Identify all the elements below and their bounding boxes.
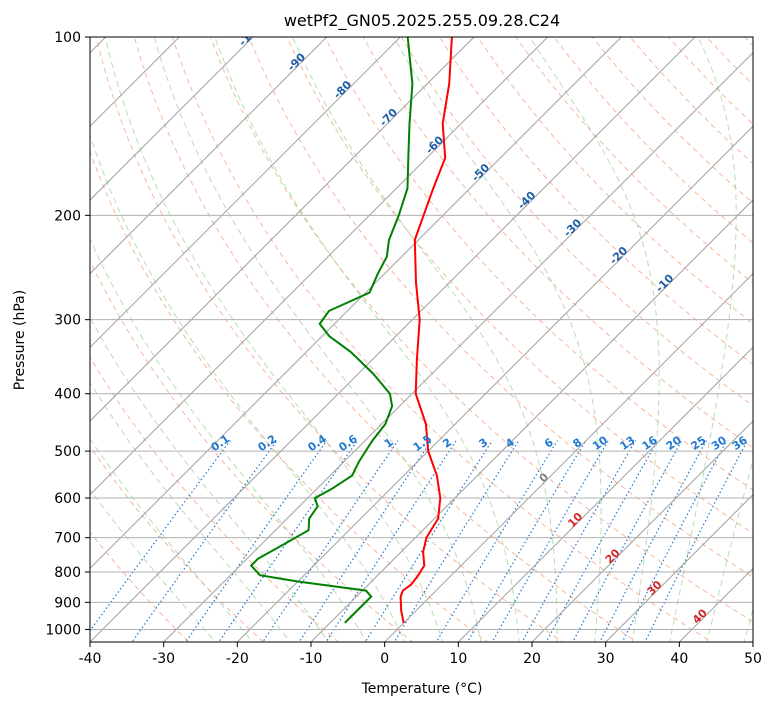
x-axis-label: Temperature (°C) [361,681,483,697]
mixing-ratio-line [325,440,457,642]
dry-adiabat-line [95,37,564,642]
mixing-ratio-line [572,440,683,642]
isobars [90,37,753,630]
x-tick-label: 20 [523,651,541,667]
mixing-ratio-lines [90,440,748,642]
x-tick-label: -30 [152,651,175,667]
mixing-ratio-line [491,440,609,642]
y-tick-label: 500 [54,444,81,460]
x-tick-label: -20 [226,651,249,667]
plot-frame [89,36,754,643]
mixing-ratio-line [364,440,493,642]
x-tick-label: 30 [597,651,615,667]
profile-series [249,37,453,624]
y-tick-label: 700 [54,531,81,547]
y-axis-label: Pressure (hPa) [12,290,28,390]
isotherm-line [236,125,753,642]
moist-adiabats [90,37,753,642]
dry-adiabat-line [90,259,414,642]
moist-adiabat-line [90,237,367,642]
isotherm-line [90,37,181,128]
moist-adiabat-line [292,37,558,642]
moist-adiabat-line [153,37,482,642]
x-tick-label: 50 [744,651,762,667]
mixing-ratio-line [131,440,278,642]
moist-adiabat-line [743,607,753,642]
y-tick-label: 300 [54,313,81,329]
x-tick-label: -40 [79,651,102,667]
mixing-ratio-line [298,440,432,642]
y-tick-label: 100 [54,30,81,46]
moist-adiabat-line [90,437,254,642]
y-tick-label: 800 [54,565,81,581]
isotherm-line [90,37,549,496]
isotherm-line [162,51,753,642]
isotherm-line [457,346,753,642]
y-tick-label: 200 [54,208,81,224]
moist-adiabat-line [214,37,520,642]
isotherm-line [90,37,475,422]
mixing-ratio-line [644,440,748,642]
x-tick-label: 0 [380,651,389,667]
dry-adiabat-label: -100 [236,20,265,49]
moist-adiabat-line [669,37,737,642]
mixing-ratio-line [466,440,587,642]
moist-adiabat-line [90,488,216,642]
mixing-ratio-line [435,440,558,642]
dry-adiabat-line [171,37,713,642]
isotherm-line [90,37,696,642]
isotherms [90,37,753,642]
x-tick-label: -10 [300,651,323,667]
mixing-ratio-line [599,440,707,642]
axes: -40 -30 -20 -10 0 10 20 30 40 50 100 200 300 400 500 60… [45,30,762,667]
isotherm-line [90,37,254,201]
temperature-profile-line [399,37,453,624]
dry-adiabat-line [248,37,753,578]
isotherm-line [531,420,753,642]
dry-adiabat-line [90,445,265,642]
dry-adiabat-line [477,37,753,325]
y-tick-label: 400 [54,387,81,403]
y-tick-label: 900 [54,595,81,611]
chart-title: wetPf2_GN05.2025.255.09.28.C24 [284,11,560,31]
isotherm-line [604,493,753,642]
dry-adiabat-line [400,37,753,407]
moist-adiabat-line [393,37,602,642]
mixing-ratio-line [262,440,399,642]
isotherm-line [383,272,753,642]
y-tick-label: 600 [54,491,81,507]
x-tick-label: 40 [670,651,688,667]
dry-adiabat-line [133,37,638,642]
mixing-ratio-line [521,440,637,642]
y-tick-label: 1000 [45,622,81,638]
isotherm-line [90,37,402,349]
x-tick-label: 10 [449,651,467,667]
moist-adiabat-line [90,381,291,642]
dry-adiabat-line [209,37,753,623]
moist-adiabat-line [529,37,660,642]
moist-adiabat-line [90,133,406,642]
isotherm-line [90,37,328,275]
mixing-ratio-line [621,440,728,642]
isotherm-line [310,199,753,642]
dewpoint-profile-line [249,37,414,624]
mixing-ratio-line [545,440,659,642]
